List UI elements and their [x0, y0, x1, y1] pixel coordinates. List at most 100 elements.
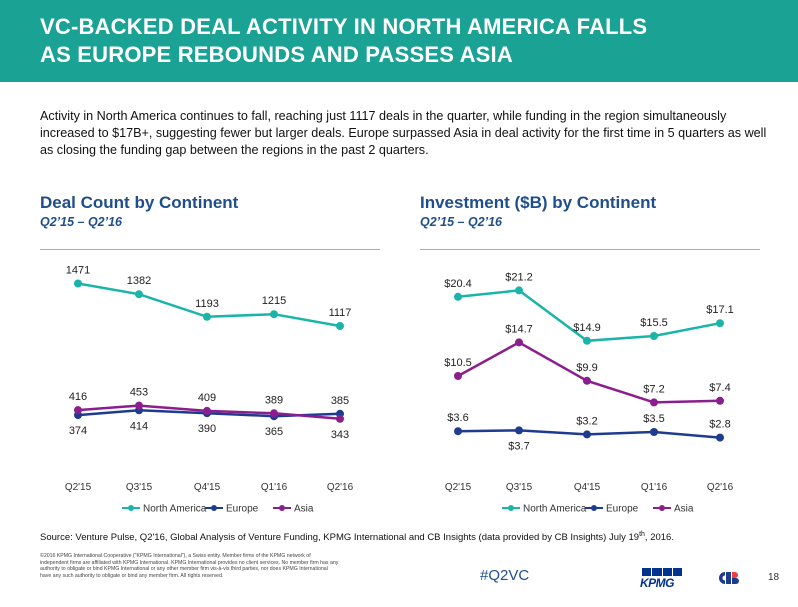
page-number: 18	[768, 572, 780, 583]
page-title-line-2: AS EUROPE REBOUNDS AND PASSES ASIA	[40, 42, 513, 67]
deal-count-x-tick-label: Q1'16	[261, 482, 288, 493]
deal-count-legend-north-america-marker	[128, 505, 134, 511]
investment-legend-europe-marker	[591, 505, 597, 511]
deal-count-europe-data-label: 390	[198, 423, 216, 435]
deal-count-asia-data-label: 453	[130, 387, 148, 399]
deal-count-asia-data-label: 389	[265, 394, 283, 406]
deal-count-asia-point	[74, 406, 82, 415]
investment-europe-point	[515, 426, 523, 435]
deal-count-asia-data-label: 409	[198, 392, 216, 404]
deal-count-chart-title: Deal Count by Continent	[40, 193, 239, 212]
deal-count-x-tick-label: Q2'16	[327, 482, 354, 493]
investment-north-america-point	[650, 332, 658, 340]
investment-north-america-point	[515, 286, 523, 295]
deal-count-legend-asia-marker	[279, 505, 285, 511]
investment-europe-data-label: $2.8	[709, 419, 730, 431]
deal-count-north-america-data-label: 1382	[127, 275, 151, 287]
deal-count-north-america-point	[270, 310, 278, 319]
investment-legend-north-america-marker	[508, 505, 514, 511]
deal-count-x-tick-label: Q3'15	[126, 482, 153, 493]
investment-asia-data-label: $7.2	[643, 383, 664, 395]
source-text-end: , 2016.	[644, 532, 674, 544]
deal-count-legend-europe-label: Europe	[226, 504, 259, 515]
investment-asia-point	[716, 396, 724, 405]
investment-europe-point	[454, 427, 462, 436]
deal-count-legend-europe-marker	[211, 505, 217, 511]
title-banner: VC-BACKED DEAL ACTIVITY IN NORTH AMERICA…	[0, 0, 798, 82]
deal-count-x-tick-label: Q2'15	[65, 482, 92, 493]
investment-europe-point	[650, 428, 658, 436]
investment-chart: $20.4 $21.2 $14.9 $15.5 $17.1 $3.6 $3.7 $3.2 $3.…	[444, 271, 734, 515]
investment-asia-data-label: $7.4	[709, 382, 730, 394]
investment-north-america-point	[454, 292, 462, 301]
investment-x-tick-label: Q2'16	[707, 482, 734, 493]
deal-count-asia-point	[336, 414, 344, 423]
kpmg-logo-boxes	[642, 568, 682, 576]
deal-count-asia-point	[135, 401, 143, 410]
investment-asia-point	[515, 338, 523, 347]
investment-asia-point	[583, 376, 591, 385]
deal-count-asia-point	[270, 409, 278, 418]
investment-legend-asia-marker	[659, 505, 665, 511]
deal-count-north-america-point	[135, 290, 143, 299]
investment-europe-data-label: $3.6	[447, 412, 468, 424]
deal-count-legend-north-america-label: North America	[143, 504, 207, 515]
investment-north-america-point	[583, 336, 591, 345]
investment-legend-north-america-label: North America	[523, 504, 587, 515]
deal-count-legend-asia-label: Asia	[294, 504, 314, 515]
source-superscript: th	[639, 531, 645, 538]
investment-north-america-data-label: $17.1	[706, 304, 734, 316]
investment-north-america-data-label: $20.4	[444, 278, 472, 290]
investment-asia-data-label: $9.9	[576, 362, 597, 374]
investment-north-america-data-label: $15.5	[640, 317, 668, 329]
investment-x-tick-label: Q1'16	[641, 482, 668, 493]
deal-count-chart: 1471 1382 1193 1215 1117 374 414 390 365 385 416 45…	[65, 265, 354, 515]
source-text: Source: Venture Pulse, Q2'16, Global Ana…	[40, 532, 640, 544]
deal-count-europe-data-label: 414	[130, 420, 148, 432]
deal-count-europe-data-label: 385	[331, 395, 349, 407]
investment-north-america-data-label: $14.9	[573, 322, 601, 334]
deal-count-north-america-point	[74, 279, 82, 288]
investment-europe-point	[716, 433, 724, 442]
deal-count-asia-data-label: 343	[331, 429, 349, 441]
deal-count-divider	[40, 249, 380, 250]
source-note: Source: Venture Pulse, Q2'16, Global Ana…	[40, 531, 674, 543]
deal-count-x-tick-label: Q4'15	[194, 482, 221, 493]
deal-count-north-america-data-label: 1215	[262, 295, 286, 307]
investment-asia-point	[650, 398, 658, 407]
investment-x-tick-label: Q4'15	[574, 482, 601, 493]
deal-count-north-america-point	[203, 312, 211, 321]
investment-europe-data-label: $3.5	[643, 413, 664, 425]
investment-divider	[420, 249, 760, 250]
page-title-line-1: VC-BACKED DEAL ACTIVITY IN NORTH AMERICA…	[40, 14, 648, 39]
investment-x-tick-label: Q3'15	[506, 482, 533, 493]
intro-paragraph: Activity in North America continues to f…	[40, 109, 767, 157]
investment-legend-asia-label: Asia	[674, 504, 694, 515]
investment-europe-data-label: $3.7	[508, 440, 529, 452]
cb-insights-logo	[719, 572, 739, 584]
hashtag: #Q2VC	[480, 567, 530, 584]
investment-legend-europe-label: Europe	[606, 504, 639, 515]
deal-count-asia-point	[203, 406, 211, 415]
deal-count-north-america-data-label: 1117	[329, 307, 352, 319]
investment-asia-data-label: $14.7	[505, 323, 533, 335]
deal-count-europe-data-label: 374	[69, 425, 87, 437]
deal-count-north-america-point	[336, 322, 344, 330]
deal-count-asia-data-label: 416	[69, 391, 87, 403]
copyright-notice: ©2016 KPMG International Cooperative ("K…	[40, 553, 339, 579]
investment-chart-title: Investment ($B) by Continent	[420, 193, 657, 212]
investment-north-america-point	[716, 319, 724, 328]
deal-count-north-america-data-label: 1193	[195, 298, 219, 310]
kpmg-logo: KPMG	[640, 568, 684, 590]
deal-count-europe-data-label: 365	[265, 426, 283, 438]
investment-europe-data-label: $3.2	[576, 415, 597, 427]
deal-count-north-america-data-label: 1471	[66, 265, 90, 277]
investment-europe-point	[583, 430, 591, 439]
investment-chart-subtitle: Q2’15 – Q2’16	[420, 215, 503, 229]
page-title: VC-BACKED DEAL ACTIVITY IN NORTH AMERICA…	[40, 13, 780, 69]
investment-asia-point	[454, 372, 462, 380]
deal-count-chart-subtitle: Q2’15 – Q2’16	[40, 215, 123, 229]
investment-x-tick-label: Q2'15	[445, 482, 472, 493]
investment-north-america-data-label: $21.2	[505, 271, 533, 283]
kpmg-logo-text: KPMG	[640, 576, 675, 590]
